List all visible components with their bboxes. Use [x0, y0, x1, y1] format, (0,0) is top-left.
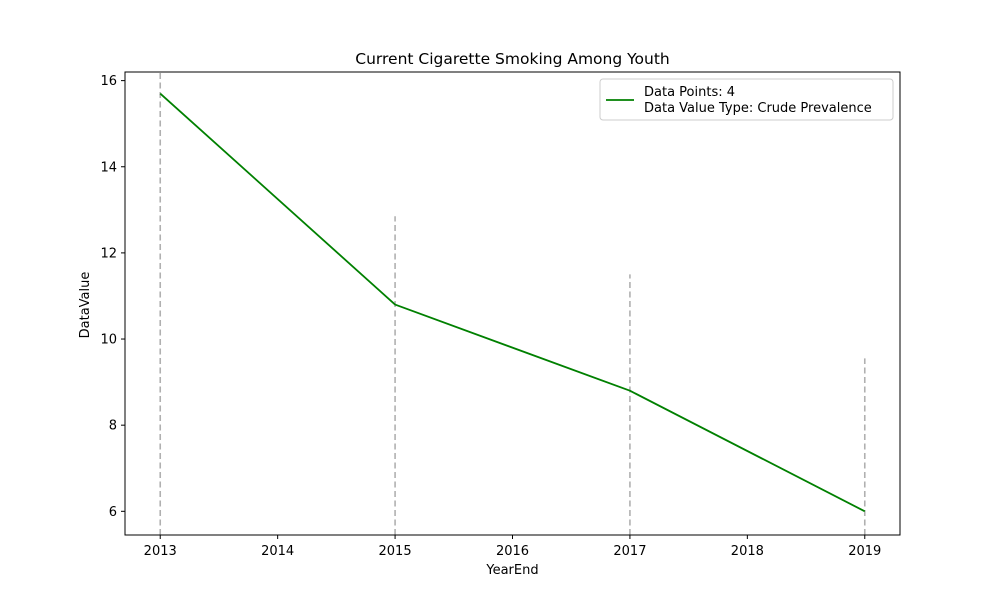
data-line [159, 92, 866, 513]
x-tick-label-2015: 2015 [379, 544, 412, 559]
chart-title: Current Cigarette Smoking Among Youth [355, 50, 669, 68]
y-tick-label-12: 12 [100, 246, 117, 261]
x-tick-label-2013: 2013 [144, 544, 177, 559]
legend-entry-data-value-type: Data Value Type: Crude Prevalence [644, 101, 872, 116]
y-tick-label-14: 14 [100, 160, 117, 175]
x-axis-label: YearEnd [485, 563, 538, 578]
x-tick-label-2019: 2019 [848, 544, 881, 559]
x-tick-label-2018: 2018 [731, 544, 764, 559]
legend-frame [599, 78, 894, 121]
y-tick-label-10: 10 [100, 333, 117, 348]
plot-frame [124, 71, 901, 536]
x-tick-label-2014: 2014 [261, 544, 294, 559]
y-axis-label: DataValue [78, 272, 93, 339]
y-tick-label-16: 16 [100, 74, 117, 89]
x-tick-label-2016: 2016 [496, 544, 529, 559]
legend-entry-data-points: Data Points: 4 [644, 85, 735, 100]
y-tick-label-6: 6 [109, 505, 117, 520]
y-tick-label-8: 8 [109, 419, 117, 434]
x-tick-label-2017: 2017 [613, 544, 646, 559]
legend: Data Points: 4 Data Value Type: Crude Pr… [599, 78, 894, 121]
plot-area: 2013 2014 2015 2016 2017 2018 2019 6 8 10 12 14 16 [100, 71, 901, 559]
